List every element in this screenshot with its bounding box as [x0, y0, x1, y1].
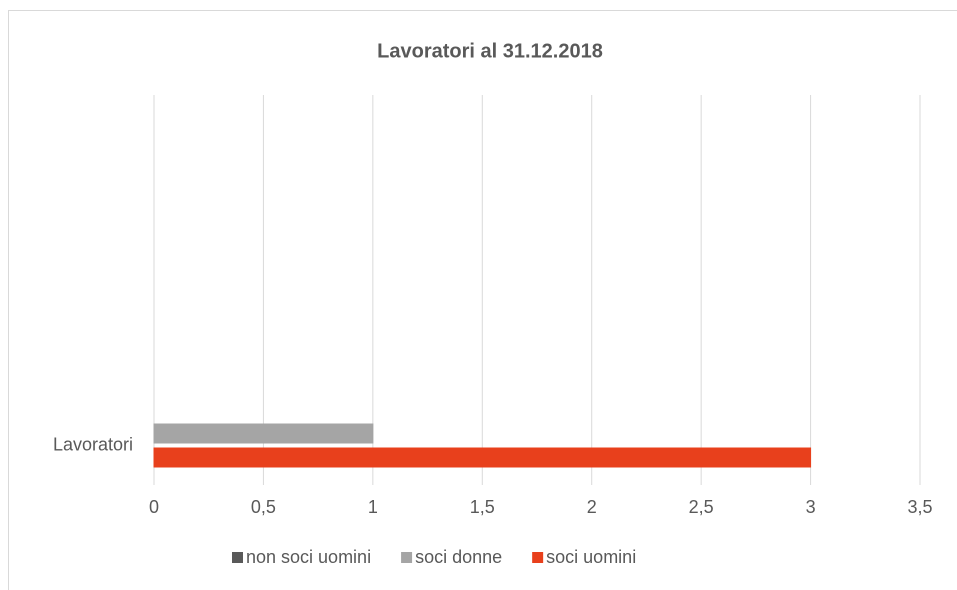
legend-label: soci donne — [415, 547, 502, 567]
legend-label: soci uomini — [546, 547, 636, 567]
legend-swatch — [532, 552, 544, 563]
y-tick-label: Lavoratori — [53, 434, 133, 454]
chart-title: Lavoratori al 31.12.2018 — [377, 40, 603, 62]
x-tick-label: 2,5 — [689, 497, 714, 517]
x-tick-label: 3,5 — [907, 497, 932, 517]
x-tick-label: 1,5 — [470, 497, 495, 517]
x-tick-label: 0,5 — [251, 497, 276, 517]
legend-swatch — [401, 552, 413, 563]
bar — [153, 447, 812, 468]
bar — [153, 423, 374, 444]
x-tick-label: 0 — [149, 497, 159, 517]
legend-swatch — [232, 552, 243, 563]
x-tick-label: 3 — [806, 497, 816, 517]
legend-label: non soci uomini — [246, 547, 371, 567]
x-tick-label: 1 — [368, 497, 378, 517]
x-tick-label: 2 — [587, 497, 597, 517]
